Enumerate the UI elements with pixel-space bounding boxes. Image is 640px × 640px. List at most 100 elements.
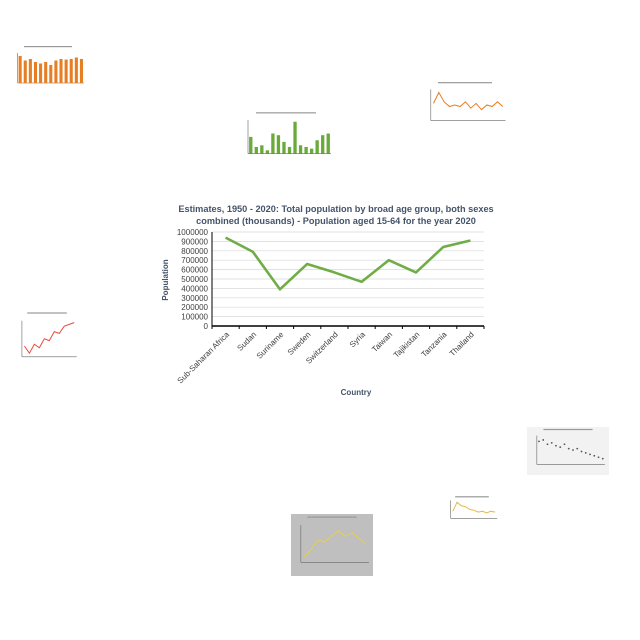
thumb-bar	[276, 135, 281, 154]
thumb-bar	[18, 56, 22, 83]
thumb-bar	[326, 133, 330, 154]
thumb-bar	[44, 62, 48, 83]
y-tick-label: 800000	[181, 247, 208, 256]
thumb-bar	[287, 146, 292, 154]
thumb-point	[538, 440, 540, 443]
thumb-title	[24, 46, 72, 48]
main-chart-svg: Estimates, 1950 - 2020: Total population…	[161, 204, 494, 397]
thumb-bar	[59, 59, 63, 83]
thumb-point	[563, 443, 566, 446]
y-axis-title: Population	[161, 259, 170, 300]
thumb-bar	[282, 141, 286, 154]
y-tick-label: 400000	[181, 284, 208, 293]
thumb-bar	[265, 150, 270, 154]
thumb-point	[584, 452, 587, 454]
thumb-bar	[74, 57, 78, 83]
thumb-line	[452, 501, 496, 514]
x-tick-label: Tanzania	[420, 330, 449, 359]
thumbnail-chart-2	[236, 110, 336, 166]
y-tick-labels: 0100000200000300000400000500000600000700…	[177, 228, 209, 331]
thumbnail-svg-1	[17, 46, 84, 84]
thumb-point	[546, 443, 549, 446]
thumb-bar	[260, 145, 264, 154]
thumbnail-chart-1	[8, 44, 88, 94]
thumb-bar	[249, 136, 253, 154]
thumbnail-svg-6	[450, 496, 498, 519]
thumb-title	[455, 496, 489, 498]
thumb-title	[543, 428, 593, 431]
chart-title-line-2: combined (thousands) - Population aged 1…	[196, 216, 476, 226]
x-axis-title: Country	[341, 388, 372, 397]
thumb-bar	[28, 59, 32, 83]
x-tick-label: Tajikistan	[392, 330, 422, 360]
thumb-line	[303, 530, 366, 558]
thumbnail-svg-2	[247, 112, 331, 154]
thumbnail-svg-3	[430, 82, 506, 121]
y-tick-label: 500000	[181, 275, 208, 284]
thumb-bar	[64, 59, 68, 83]
series-line-path	[225, 236, 471, 291]
thumb-bar	[254, 146, 258, 154]
thumb-title	[27, 312, 67, 314]
y-tick-label: 200000	[181, 303, 208, 312]
thumb-line	[23, 322, 75, 355]
thumb-title	[256, 112, 316, 114]
thumb-bar	[69, 59, 73, 83]
x-tick-label: Sub-Saharan Africa	[176, 330, 232, 386]
x-tick-label: Thailand	[448, 330, 476, 358]
y-tick-label: 1000000	[177, 228, 209, 237]
y-tick-label: 900000	[181, 237, 208, 246]
x-tick-label: Sweden	[286, 330, 313, 357]
thumb-point	[580, 450, 583, 453]
y-tick-label: 300000	[181, 294, 208, 303]
y-tick-label: 100000	[181, 313, 208, 322]
thumb-bar	[33, 62, 38, 83]
chart-title-line-1: Estimates, 1950 - 2020: Total population…	[178, 204, 493, 214]
thumb-point	[576, 447, 579, 450]
thumb-point	[555, 444, 557, 447]
y-tick-label: 0	[204, 322, 209, 331]
thumb-point	[572, 449, 574, 451]
thumbnail-svg-4	[21, 312, 77, 358]
thumbnail-chart-3	[420, 80, 510, 132]
x-tick-label: Suriname	[255, 330, 286, 361]
thumb-title	[438, 82, 492, 84]
thumb-point	[601, 457, 604, 460]
thumbnail-chart-4	[14, 310, 80, 370]
thumb-bar	[49, 65, 53, 83]
y-tick-label: 700000	[181, 256, 208, 265]
series-line	[225, 236, 471, 291]
thumb-point	[593, 454, 596, 457]
thumbnail-chart-7	[291, 514, 373, 576]
x-tick-label: Syria	[348, 330, 368, 350]
thumb-point	[542, 439, 545, 441]
thumb-title	[307, 516, 357, 518]
thumbnail-chart-6	[444, 495, 500, 525]
thumb-bar	[54, 60, 58, 83]
thumb-line	[433, 91, 504, 111]
thumb-point	[567, 447, 570, 450]
thumb-point	[559, 446, 562, 449]
axes	[211, 232, 485, 329]
x-tick-label: Sudan	[235, 330, 258, 353]
thumb-bar	[79, 59, 83, 83]
thumb-bar	[309, 148, 314, 154]
thumbnail-svg-7	[300, 516, 369, 563]
thumb-point	[550, 441, 553, 444]
thumb-bar	[23, 60, 27, 83]
thumb-point	[589, 453, 591, 456]
thumb-bar	[293, 121, 297, 154]
thumb-bar	[39, 63, 43, 83]
y-tick-label: 600000	[181, 266, 208, 275]
x-tick-label: Taiwan	[370, 330, 394, 354]
main-line-chart: Estimates, 1950 - 2020: Total population…	[160, 196, 496, 404]
thumb-bar	[321, 135, 325, 154]
thumbnail-svg-5	[536, 428, 605, 465]
thumb-bar	[298, 145, 303, 154]
thumb-point	[597, 456, 600, 459]
thumb-bar	[271, 133, 275, 154]
thumb-bar	[304, 146, 308, 154]
thumbnail-chart-5	[527, 427, 609, 475]
thumb-bar	[315, 140, 319, 154]
